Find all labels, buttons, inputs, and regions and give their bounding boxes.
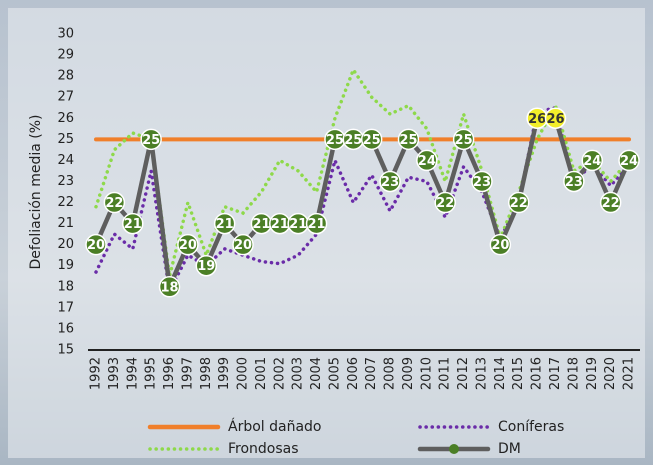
- data-label: 21: [289, 217, 307, 232]
- x-tick-label: 2018: [566, 357, 581, 390]
- x-tick-label: 1997: [180, 357, 195, 390]
- x-tick-label: 2000: [236, 357, 251, 390]
- data-label: 20: [234, 238, 252, 253]
- x-tick-label: 1992: [89, 357, 104, 390]
- y-axis-label: Defoliación media (%): [28, 114, 44, 269]
- x-tick-label: 2010: [419, 357, 434, 390]
- data-label: 26: [528, 112, 546, 127]
- y-tick-label: 24: [57, 153, 74, 168]
- data-label: 25: [344, 133, 362, 148]
- data-label: 24: [583, 154, 601, 169]
- x-tick-label: 2003: [291, 357, 306, 390]
- x-tick-label: 2002: [272, 357, 287, 390]
- x-tick-label: 2011: [438, 357, 453, 390]
- data-label: 26: [546, 112, 564, 127]
- legend-label: Frondosas: [228, 441, 299, 457]
- y-tick-label: 27: [57, 90, 74, 105]
- y-tick-label: 17: [57, 300, 74, 315]
- data-label: 20: [491, 238, 509, 253]
- x-tick-label: 1996: [162, 357, 177, 390]
- x-tick-label: 2008: [383, 357, 398, 390]
- data-label: 25: [363, 133, 381, 148]
- x-tick-label: 1993: [107, 357, 122, 390]
- y-tick-label: 28: [57, 69, 74, 84]
- x-tick-label: 1994: [125, 357, 140, 390]
- x-tick-label: 2013: [474, 357, 489, 390]
- x-tick-label: 2005: [327, 357, 342, 390]
- x-tick-label: 2017: [548, 357, 563, 390]
- data-label: 21: [271, 217, 289, 232]
- x-tick-label: 2004: [309, 357, 324, 390]
- legend-label: DM: [498, 441, 521, 457]
- y-tick-label: 23: [57, 174, 74, 189]
- data-label: 20: [87, 238, 105, 253]
- x-tick-label: 2012: [456, 357, 471, 390]
- data-label: 23: [565, 175, 583, 190]
- x-tick-label: 2007: [364, 357, 379, 390]
- x-tick-label: 1995: [144, 357, 159, 390]
- data-label: 22: [105, 196, 123, 211]
- x-tick-label: 2009: [401, 357, 416, 390]
- data-label: 20: [179, 238, 197, 253]
- data-label: 21: [252, 217, 270, 232]
- x-tick-label: 2020: [603, 357, 618, 390]
- y-tick-label: 25: [57, 132, 74, 147]
- data-label: 23: [381, 175, 399, 190]
- x-tick-label: 2019: [585, 357, 600, 390]
- x-tick-label: 1999: [217, 357, 232, 390]
- y-tick-label: 19: [57, 258, 74, 273]
- y-tick-label: 15: [57, 343, 74, 358]
- x-tick-label: 2014: [493, 357, 508, 390]
- legend-marker: [449, 444, 459, 454]
- x-tick-label: 2021: [622, 357, 637, 390]
- data-label: 24: [620, 154, 638, 169]
- x-tick-label: 2016: [530, 357, 545, 390]
- data-label: 19: [197, 259, 215, 274]
- x-tick-label: 2015: [511, 357, 526, 390]
- y-tick-label: 16: [57, 321, 74, 336]
- data-label: 24: [418, 154, 436, 169]
- data-label: 25: [399, 133, 417, 148]
- y-tick-label: 21: [57, 216, 74, 231]
- data-label: 21: [308, 217, 326, 232]
- y-tick-label: 30: [57, 27, 74, 42]
- data-label: 22: [602, 196, 620, 211]
- x-tick-label: 2001: [254, 357, 269, 390]
- chart: Defoliación media (%) 151617181920212223…: [0, 0, 653, 465]
- y-tick-label: 26: [57, 111, 74, 126]
- x-tick-label: 2006: [346, 357, 361, 390]
- y-tick-label: 29: [57, 48, 74, 63]
- data-label: 22: [436, 196, 454, 211]
- data-label: 25: [142, 133, 160, 148]
- data-label: 21: [124, 217, 142, 232]
- data-label: 25: [455, 133, 473, 148]
- y-tick-label: 22: [57, 195, 74, 210]
- legend-label: Coníferas: [498, 419, 564, 435]
- data-label: 21: [216, 217, 234, 232]
- x-tick-label: 1998: [199, 357, 214, 390]
- data-label: 18: [160, 280, 178, 295]
- data-label: 23: [473, 175, 491, 190]
- y-tick-label: 18: [57, 279, 74, 294]
- data-label: 25: [326, 133, 344, 148]
- data-label: 22: [510, 196, 528, 211]
- legend-label: Árbol dañado: [228, 418, 322, 435]
- y-tick-label: 20: [57, 237, 74, 252]
